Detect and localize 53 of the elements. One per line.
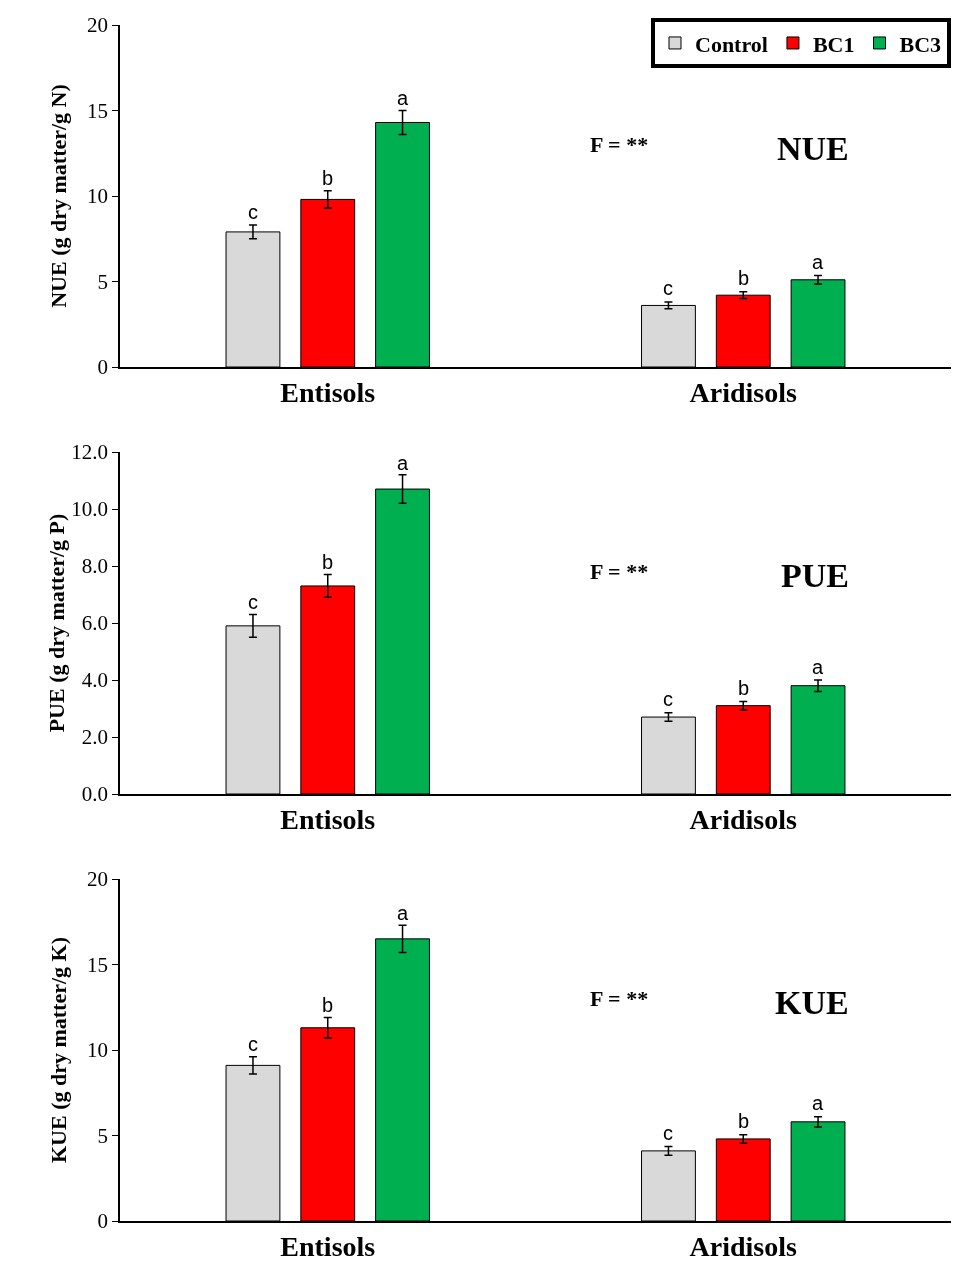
annotation: c — [248, 201, 258, 223]
annotation: c — [663, 277, 673, 299]
y-tick-label: 20 — [87, 13, 109, 38]
y-tick-label: 10 — [87, 184, 109, 209]
annotation: c — [248, 591, 258, 613]
y-tick-label: 5 — [97, 269, 109, 294]
y-tick-label: 0 — [97, 355, 109, 380]
annotation: a — [812, 251, 824, 273]
y-tick-label: 10 — [87, 1038, 109, 1063]
y-tick-label: 0 — [97, 1209, 109, 1234]
y-tick-label: 8.0 — [81, 554, 109, 579]
annotation: F = ** — [590, 986, 649, 1011]
y-axis-title: NUE (g dry matter/g N) — [45, 84, 71, 308]
y-tick-label: 2.0 — [81, 725, 109, 750]
x-tick-label: Aridisols — [689, 377, 798, 409]
y-tick-label: 6.0 — [81, 611, 109, 636]
annotation: a — [397, 452, 409, 474]
annotation: b — [738, 267, 750, 289]
annotation: a — [397, 902, 409, 924]
annotation: b — [738, 1110, 750, 1132]
legend-label: Control — [695, 31, 768, 57]
annotation: c — [248, 1033, 258, 1055]
y-axis-title: PUE (g dry matter/g P) — [44, 513, 70, 733]
y-tick-label: 15 — [87, 98, 109, 123]
annotation: F = ** — [590, 132, 649, 157]
annotation: b — [738, 677, 750, 699]
annotation: b — [322, 551, 334, 573]
x-tick-label: Aridisols — [689, 1231, 798, 1263]
annotation: PUE — [781, 557, 849, 594]
x-tick-label: Entisols — [280, 804, 376, 836]
annotation: b — [322, 994, 334, 1016]
annotation: a — [397, 87, 409, 109]
annotation: F = ** — [590, 559, 649, 584]
y-tick-label: 15 — [87, 952, 109, 977]
y-tick-label: 10.0 — [71, 497, 109, 522]
annotation: NUE — [777, 130, 849, 167]
y-tick-label: 5 — [97, 1123, 109, 1148]
legend-label: BC1 — [812, 31, 855, 57]
x-tick-label: Aridisols — [689, 804, 798, 836]
annotation: b — [322, 167, 334, 189]
y-axis-title: KUE (g dry matter/g K) — [45, 936, 71, 1164]
annotation: a — [812, 656, 824, 678]
annotation: a — [812, 1092, 824, 1114]
annotation: KUE — [775, 984, 849, 1021]
y-tick-label: 20 — [87, 867, 109, 892]
y-tick-label: 12.0 — [71, 440, 109, 465]
annotation: c — [663, 688, 673, 710]
x-tick-label: Entisols — [280, 377, 376, 409]
x-tick-label: Entisols — [280, 1231, 376, 1263]
y-tick-label: 4.0 — [81, 668, 109, 693]
y-tick-label: 0.0 — [81, 782, 109, 807]
legend-label: BC3 — [899, 31, 942, 57]
annotation: c — [663, 1122, 673, 1144]
